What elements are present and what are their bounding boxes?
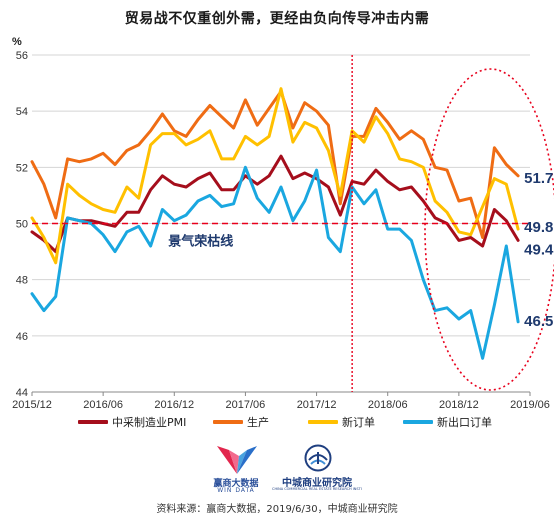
legend-item: 新订单 xyxy=(308,412,375,432)
reference-line-label: 景气荣枯线 xyxy=(168,234,233,250)
y-tick-label: 46 xyxy=(16,331,28,343)
legend-swatch xyxy=(78,420,108,424)
highlight-ellipse xyxy=(424,68,554,391)
legend-label: 生产 xyxy=(247,416,269,429)
institute-logo-name: 中城商业研究院 xyxy=(282,478,352,489)
line-chart: % 44 46 48 50 52 54 56 2015/12 2016/06 2016/12 2017… xyxy=(12,36,554,410)
series-end-label: 49.4 xyxy=(524,241,554,258)
win-data-logo-icon xyxy=(217,446,257,474)
x-tick-label: 2017/12 xyxy=(297,399,337,410)
source-note: 资料来源：赢商大数据，2019/6/30，中城商业研究院 xyxy=(156,504,398,515)
x-tick-label: 2019/06 xyxy=(510,399,550,410)
legend-swatch xyxy=(308,420,338,424)
legend-swatch xyxy=(403,420,433,424)
legend-item: 新出口订单 xyxy=(403,412,492,432)
y-tick-label: 56 xyxy=(16,50,28,62)
x-tick-label: 2018/06 xyxy=(368,399,408,410)
y-tick-label: 44 xyxy=(16,387,28,399)
institute-logo-sub: CHINA COMMERCIAL REAL ESTATE RESEARCH IN… xyxy=(272,487,362,491)
win-data-logo-name: 赢商大数据 xyxy=(213,479,259,489)
x-tick-label: 2018/12 xyxy=(439,399,479,410)
x-tick-label: 2016/12 xyxy=(154,399,194,410)
series-line-新出口订单 xyxy=(30,165,520,360)
legend-item: 生产 xyxy=(213,412,269,432)
legend-swatch xyxy=(213,420,243,424)
series-line-新订单 xyxy=(30,87,520,265)
legend-label: 中采制造业PMI xyxy=(112,416,187,429)
legend-label: 新出口订单 xyxy=(437,416,492,429)
y-axis-unit: % xyxy=(12,36,22,48)
x-tick-label: 2015/12 xyxy=(12,399,52,410)
chart-title: 贸易战不仅重创外需，更经由负向传导冲击内需 xyxy=(124,11,430,27)
institute-logo-icon xyxy=(304,444,332,472)
series-line-生产 xyxy=(30,90,520,239)
x-tick-label: 2017/06 xyxy=(226,399,266,410)
institute-logo: 中城商业研究院 CHINA COMMERCIAL REAL ESTATE RES… xyxy=(272,444,362,494)
series-end-label: 46.5 xyxy=(524,313,553,330)
series-end-label: 49.8 xyxy=(524,219,553,236)
y-tick-label: 54 xyxy=(16,106,28,118)
legend-item: 中采制造业PMI xyxy=(78,412,186,432)
series-end-label: 51.7 xyxy=(524,170,553,187)
y-tick-label: 48 xyxy=(16,275,28,287)
series-line-中采制造业PMI xyxy=(30,154,520,254)
y-tick-label: 52 xyxy=(16,162,28,174)
legend-label: 新订单 xyxy=(342,416,375,429)
win-data-logo: 赢商大数据 WIN DATA xyxy=(200,444,272,494)
x-tick-label: 2016/06 xyxy=(83,399,123,410)
win-data-logo-sub: WIN DATA xyxy=(217,487,255,494)
chart-legend: 中采制造业PMI 生产 新订单 新出口订单 xyxy=(58,412,538,432)
y-tick-label: 50 xyxy=(16,219,28,231)
